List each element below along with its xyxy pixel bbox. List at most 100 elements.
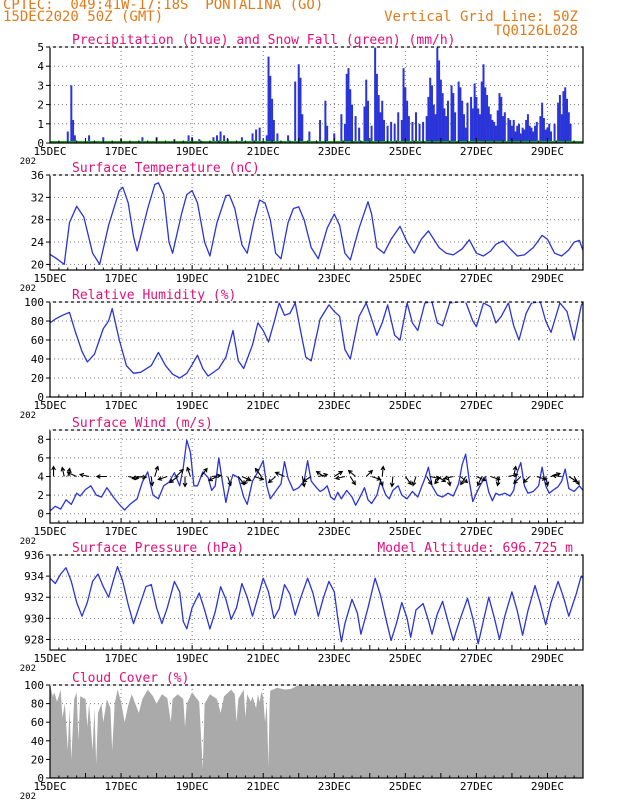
x-tick-label: 15DEC: [33, 652, 66, 665]
precip-bar: [523, 129, 526, 143]
model-altitude: Model Altitude: 696.725 m: [377, 541, 573, 556]
wind-vector: [490, 475, 501, 481]
precip-bar: [400, 119, 403, 143]
wind-vector: [380, 465, 386, 477]
precip-bar: [251, 133, 254, 143]
panel-title: Surface Temperature (nC): [72, 161, 260, 176]
wind-vector: [333, 470, 344, 477]
precip-bar: [553, 123, 556, 143]
precip-bar: [381, 100, 384, 143]
wind-vector: [274, 471, 285, 478]
x-tick-label: 23DEC: [318, 399, 351, 412]
y-tick-label: 20: [31, 753, 44, 766]
y-tick-label: 0: [37, 508, 44, 521]
y-tick-label: 60: [31, 334, 44, 347]
precip-bar: [487, 106, 490, 143]
y-tick-label: 36: [31, 169, 44, 182]
precip-bar: [73, 135, 76, 143]
x-tick-label: 17DEC: [105, 399, 138, 412]
precip-bar: [564, 87, 567, 143]
wind-vector: [211, 473, 222, 479]
y-tick-label: 3: [37, 79, 44, 92]
y-tick-label: 0: [37, 772, 44, 785]
precip-bar: [567, 112, 570, 143]
precip-bar: [494, 125, 497, 143]
y-tick-label: 40: [31, 353, 44, 366]
precip-bar: [475, 96, 478, 143]
y-tick-label: 8: [37, 433, 44, 446]
x-tick-label: 23DEC: [318, 652, 351, 665]
panel-title: Surface Pressure (hPa): [72, 541, 244, 556]
y-tick-label: 40: [31, 735, 44, 748]
precip-bar: [308, 131, 311, 143]
precip-bar: [477, 108, 480, 143]
x-tick-label: 17DEC: [105, 780, 138, 793]
precip-bar: [507, 118, 510, 143]
precip-bar: [464, 127, 467, 143]
wind-vector: [51, 465, 56, 477]
precip-bar: [518, 123, 521, 143]
y-tick-label: 100: [24, 296, 44, 309]
precip-bar: [450, 85, 453, 143]
y-tick-label: 60: [31, 716, 44, 729]
precip-bar: [240, 137, 243, 143]
precip-bar: [377, 95, 380, 143]
precip-bar: [219, 131, 222, 143]
x-tick-label: 15DEC: [33, 780, 66, 793]
precip-bar: [358, 127, 361, 143]
x-tick-label: 17DEC: [105, 525, 138, 538]
precip-bar: [299, 77, 302, 143]
precip-bar: [425, 116, 428, 143]
x-tick-label: 19DEC: [176, 525, 209, 538]
precip-bar: [544, 129, 547, 143]
x-tick-label: 27DEC: [460, 780, 493, 793]
precip-bar: [345, 73, 348, 143]
cloud-panel: 0 20 40 60 80 100 15DEC 17DEC 19DEC 21DEC 23DEC 25D…: [20, 671, 584, 800]
y-tick-label: 4: [37, 471, 44, 484]
wind-vector: [347, 469, 356, 477]
wind-vector: [254, 475, 265, 481]
precip-bar: [496, 110, 499, 143]
precip-bar: [375, 73, 378, 143]
wind-vector: [443, 475, 454, 481]
y-tick-label: 32: [31, 191, 44, 204]
precip-bar: [493, 121, 496, 143]
wind-vector: [365, 469, 374, 477]
precip-bar: [326, 125, 329, 143]
precip-bar: [473, 83, 476, 143]
y-tick-label: 2: [37, 99, 44, 112]
wind-vector: [378, 476, 384, 487]
precip-bar: [386, 125, 389, 143]
wind-vector: [411, 476, 417, 487]
x-tick-label: 23DEC: [318, 272, 351, 285]
precip-bar: [489, 114, 492, 143]
x-tick-label: 21DEC: [247, 652, 280, 665]
precip-bar: [560, 114, 563, 143]
y-tick-label: 28: [31, 214, 44, 227]
x-tick-label: 23DEC: [318, 780, 351, 793]
x-tick-label: 25DEC: [389, 145, 422, 158]
precip-bar: [216, 135, 219, 143]
y-tick-label: 4: [37, 60, 44, 73]
x-tick-label: 25DEC: [389, 525, 422, 538]
precip-bar: [269, 75, 272, 143]
wind-vector: [512, 465, 518, 477]
x-tick-label: 15DEC: [33, 272, 66, 285]
wind-vector: [175, 468, 184, 477]
y-tick-label: 932: [24, 591, 44, 604]
precip-bar: [542, 118, 545, 143]
x-tick-label: 17DEC: [105, 145, 138, 158]
pressure-panel: 928 930 932 934 936 15DEC 17DEC 19DEC 21DEC 23DEC…: [20, 541, 584, 674]
temperature-line: [49, 182, 584, 266]
precip-bar: [379, 112, 382, 143]
y-tick-label: 0: [37, 137, 44, 150]
year-label: 202: [20, 411, 36, 421]
year-label: 202: [20, 537, 36, 547]
y-tick-label: 2: [37, 489, 44, 502]
precip-bar: [429, 77, 432, 143]
x-tick-label: 21DEC: [247, 145, 280, 158]
y-tick-label: 80: [31, 698, 44, 711]
wind-vector: [302, 476, 312, 483]
precip-bar: [478, 114, 481, 143]
y-tick-label: 80: [31, 315, 44, 328]
